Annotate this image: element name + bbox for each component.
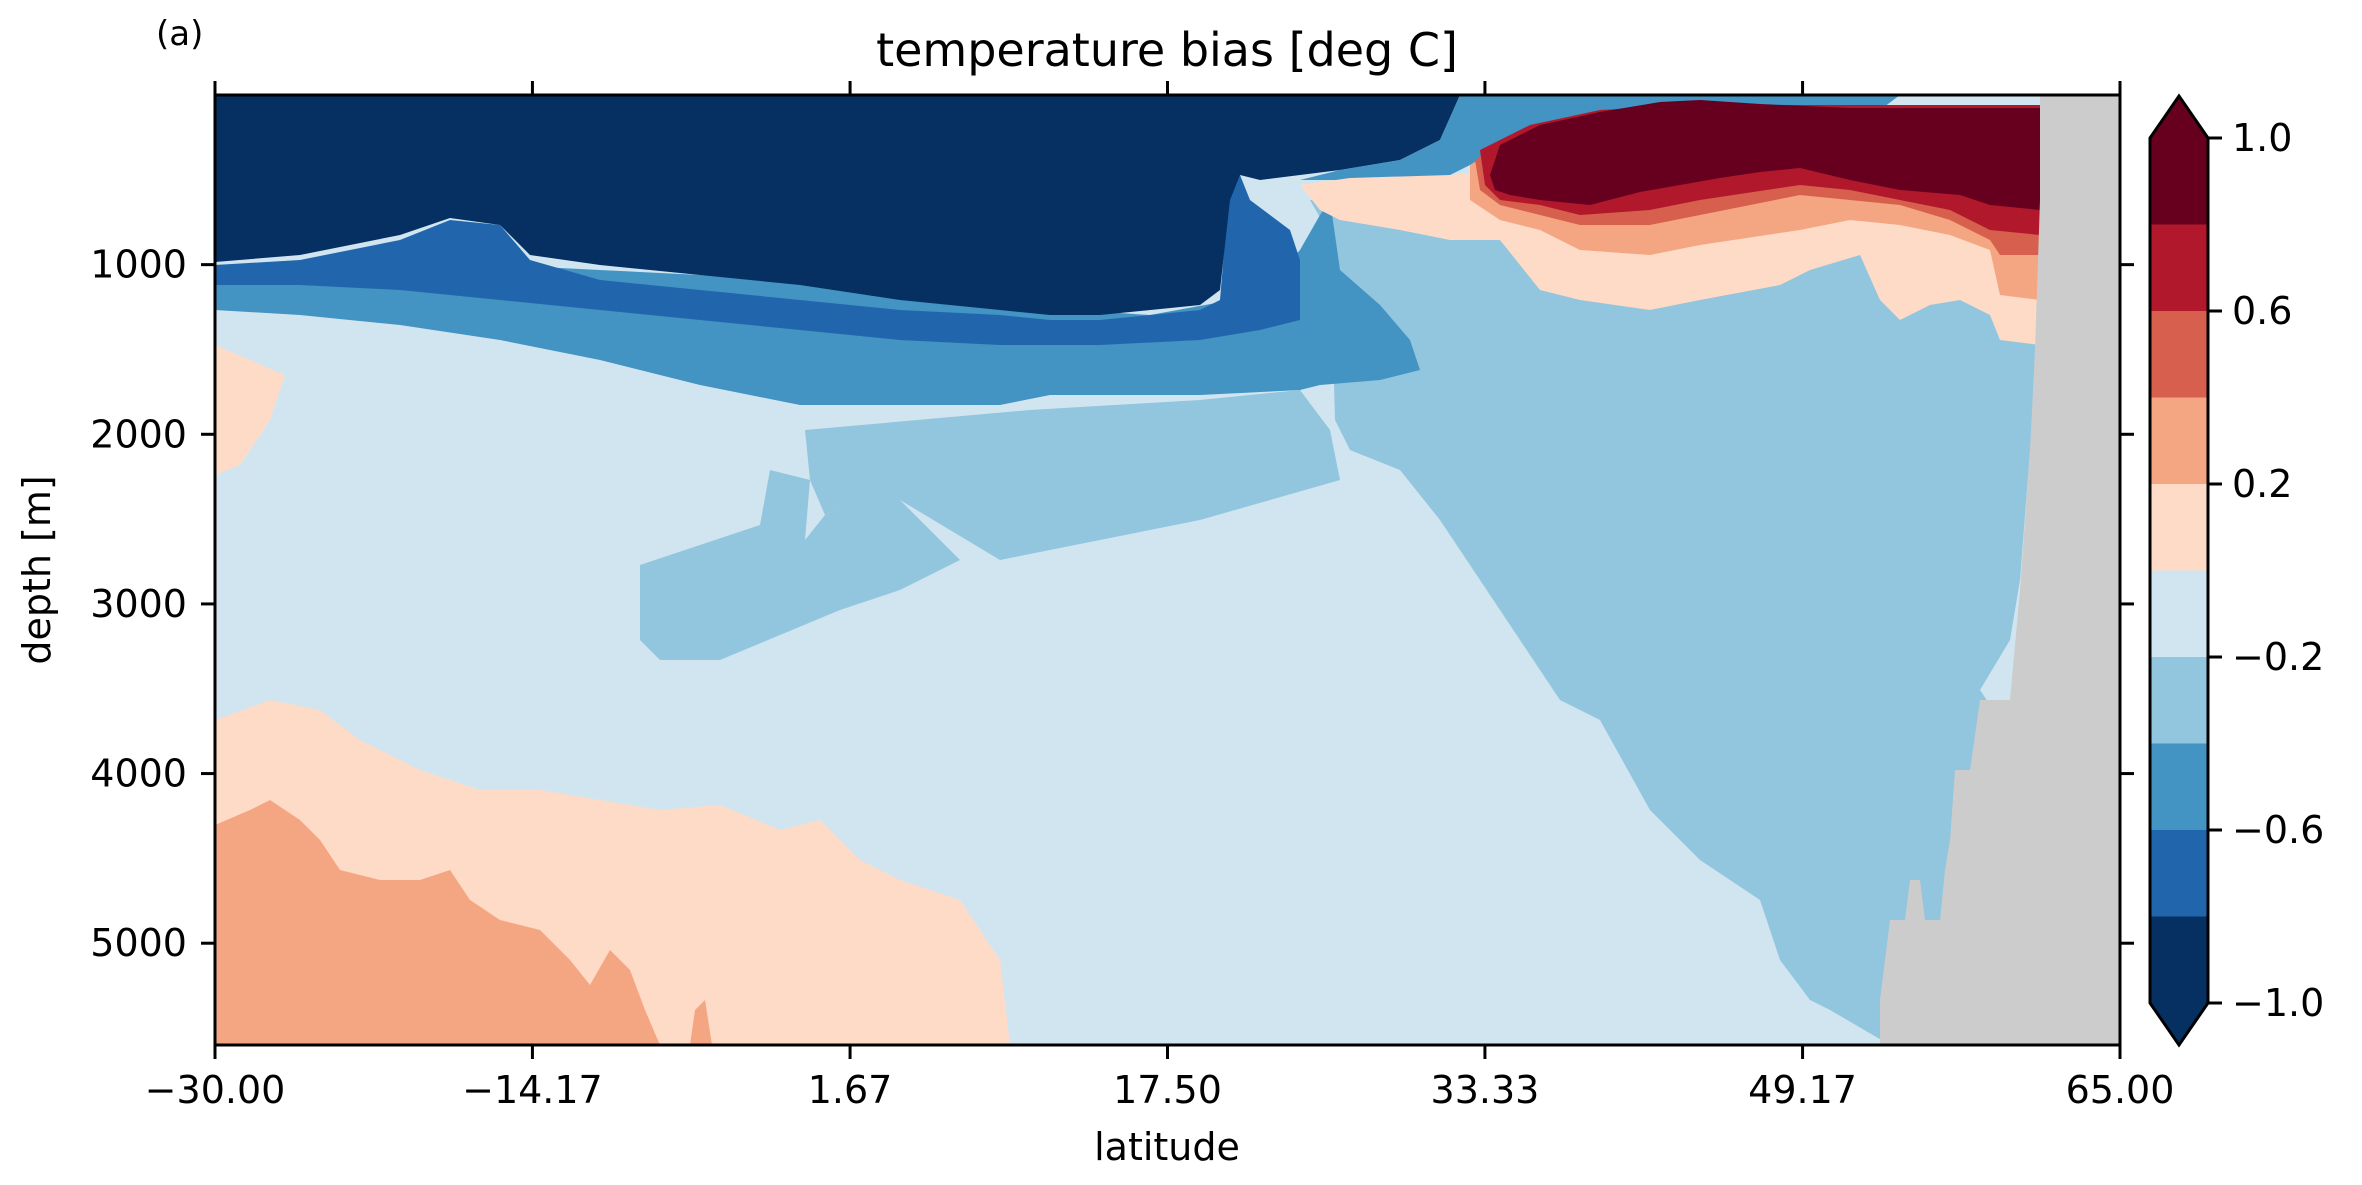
y-axis: 1000 2000 3000 4000 5000 — [90, 243, 2134, 965]
region-deep-warm-south — [215, 800, 660, 1045]
y-tick-label: 4000 — [90, 752, 187, 796]
colorbar-extend-max — [2150, 96, 2208, 138]
region-upper-cold-band — [215, 175, 1300, 345]
x-tick-label: 65.00 — [2066, 1068, 2175, 1112]
colorbar-segment — [2150, 657, 2208, 744]
chart-title: temperature bias [deg C] — [876, 23, 1458, 77]
region-cold-pocket-midwater — [640, 470, 960, 660]
land-mask — [1880, 95, 2120, 1045]
colorbar-segment — [2150, 224, 2208, 311]
y-tick-label: 5000 — [90, 921, 187, 965]
colorbar-segment — [2150, 830, 2208, 917]
x-axis-label: latitude — [1094, 1125, 1240, 1169]
x-tick-label: −14.17 — [462, 1068, 603, 1112]
colorbar-extend-min — [2150, 1003, 2208, 1045]
colorbar-tick-label: −0.6 — [2232, 808, 2324, 852]
region-cold-between-deep — [805, 390, 1340, 560]
region-deep-warm-spike — [690, 1000, 712, 1045]
x-axis: −30.00 −14.17 1.67 17.50 33.33 49.17 65.00 — [145, 81, 2175, 1112]
colorbar-tick-label: 1.0 — [2232, 116, 2292, 160]
x-tick-label: 17.50 — [1113, 1068, 1222, 1112]
x-tick-label: 33.33 — [1431, 1068, 1540, 1112]
colorbar-segment — [2150, 397, 2208, 484]
colorbar-segment — [2150, 138, 2208, 225]
y-tick-label: 1000 — [90, 243, 187, 287]
x-tick-label: 1.67 — [808, 1068, 893, 1112]
region-shallow-slight-warm-west — [215, 345, 285, 475]
y-axis-label: depth [m] — [15, 475, 59, 664]
colorbar-tick-label: 0.6 — [2232, 289, 2292, 333]
colorbar-segment — [2150, 916, 2208, 1003]
y-tick-label: 3000 — [90, 582, 187, 626]
region-cold-rim-north — [1300, 95, 1900, 180]
colorbar-segment — [2150, 484, 2208, 571]
y-tick-label: 2000 — [90, 412, 187, 456]
x-tick-label: 49.17 — [1748, 1068, 1857, 1112]
region-deep-cold-central-north — [1310, 180, 2040, 1045]
colorbar-segment — [2150, 311, 2208, 398]
colorbar-segment — [2150, 570, 2208, 657]
region-upper-ocean-strong-cold — [215, 95, 1460, 315]
plot-area — [215, 95, 2120, 1045]
colorbar-tick-label: −1.0 — [2232, 981, 2324, 1025]
colorbar-tick-label: −0.2 — [2232, 635, 2324, 679]
panel-label: (a) — [156, 14, 203, 54]
colorbar-segment — [2150, 743, 2208, 830]
x-tick-label: −30.00 — [145, 1068, 286, 1112]
colorbar: 1.0 0.6 0.2 −0.2 −0.6 −1.0 — [2148, 93, 2324, 1048]
colorbar-tick-label: 0.2 — [2232, 462, 2292, 506]
region-north-upper-warm-core — [1490, 100, 2040, 210]
